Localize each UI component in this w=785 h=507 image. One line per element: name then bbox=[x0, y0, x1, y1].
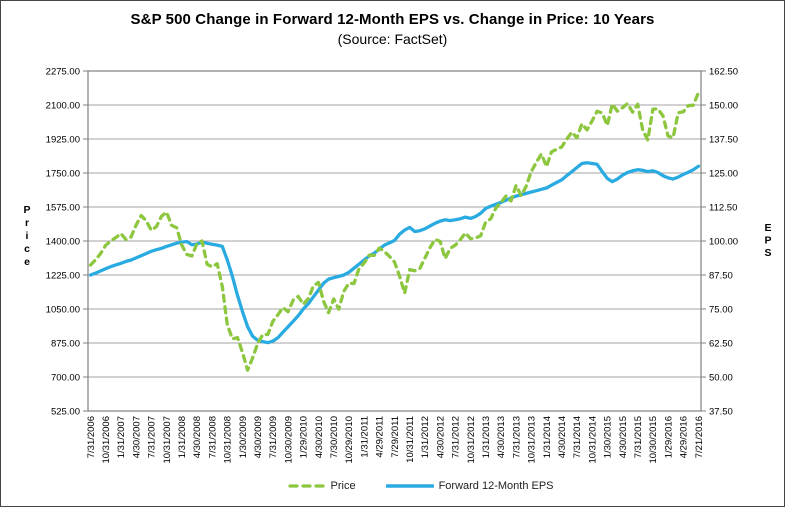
left-axis-title-letter: c bbox=[24, 243, 30, 255]
x-axis-tick-label: 4/29/2011 bbox=[375, 416, 386, 458]
right-axis-title-letter: P bbox=[764, 235, 771, 247]
left-axis-tick-label: 1750.00 bbox=[46, 168, 80, 179]
chart-subtitle: (Source: FactSet) bbox=[337, 31, 448, 47]
right-axis-title-letter: S bbox=[764, 247, 771, 259]
price-dashed-line-swatch bbox=[287, 483, 326, 489]
left-axis-title-letter: P bbox=[23, 204, 30, 216]
right-axis-tick-label: 125.00 bbox=[709, 168, 738, 179]
left-axis-tick-label: 525.00 bbox=[51, 406, 80, 417]
x-axis-tick-label: 10/31/2011 bbox=[405, 416, 416, 463]
chart-header: S&P 500 Change in Forward 12-Month EPS v… bbox=[1, 9, 784, 49]
x-axis-tick-label: 1/31/2011 bbox=[359, 416, 370, 458]
x-axis-tick-label: 1/31/2014 bbox=[542, 416, 553, 458]
left-axis-tick-label: 700.00 bbox=[51, 372, 80, 383]
x-axis-tick-label: 7/31/2013 bbox=[511, 416, 522, 458]
x-axis-tick-label: 4/29/2016 bbox=[679, 416, 690, 458]
x-axis-tick-label: 7/31/2006 bbox=[86, 416, 97, 458]
x-axis-tick-label: 10/31/2012 bbox=[466, 416, 477, 464]
legend-label-price: Price bbox=[330, 480, 356, 492]
x-axis-tick-label: 1/29/2010 bbox=[299, 416, 310, 458]
x-axis-tick-label: 7/31/2009 bbox=[268, 416, 279, 458]
x-axis-tick-label: 7/31/2014 bbox=[572, 416, 583, 458]
right-axis-tick-label: 50.00 bbox=[709, 372, 733, 383]
left-axis-tick-label: 1400.00 bbox=[46, 236, 80, 247]
eps-solid-line-swatch bbox=[385, 483, 434, 489]
right-axis-tick-label: 100.00 bbox=[709, 236, 738, 247]
right-axis-tick-label: 62.50 bbox=[709, 338, 733, 349]
left-axis-tick-label: 2100.00 bbox=[46, 100, 80, 111]
right-axis-title-letter: E bbox=[764, 222, 771, 234]
left-axis-title-letter: e bbox=[24, 256, 30, 268]
x-axis-tick-label: 10/31/2008 bbox=[223, 416, 234, 464]
x-axis-tick-label: 7/30/2010 bbox=[329, 416, 340, 458]
left-axis-tick-label: 2275.00 bbox=[46, 66, 80, 77]
right-axis-tick-label: 137.50 bbox=[709, 134, 738, 145]
chart-title: S&P 500 Change in Forward 12-Month EPS v… bbox=[130, 11, 655, 28]
left-axis-title-letter: i bbox=[26, 230, 29, 242]
x-axis-tick-label: 4/30/2008 bbox=[192, 416, 203, 458]
x-axis-tick-label: 7/31/2008 bbox=[207, 416, 218, 458]
x-axis-tick-label: 10/31/2014 bbox=[587, 416, 598, 464]
x-axis-tick-label: 1/31/2013 bbox=[481, 416, 492, 458]
x-axis-tick-label: 10/31/2007 bbox=[162, 416, 173, 464]
left-axis-tick-label: 1050.00 bbox=[46, 304, 80, 315]
left-axis-title-letter: r bbox=[25, 217, 29, 229]
x-axis-tick-label: 10/31/2006 bbox=[101, 416, 112, 464]
x-axis-tick-label: 7/31/2012 bbox=[451, 416, 462, 458]
right-axis-tick-label: 112.50 bbox=[709, 202, 737, 213]
left-axis-tick-label: 1225.00 bbox=[46, 270, 80, 281]
legend-label-eps: Forward 12-Month EPS bbox=[438, 480, 554, 492]
x-axis-tick-label: 1/30/2009 bbox=[238, 416, 249, 458]
x-axis-tick-label: 4/30/2009 bbox=[253, 416, 264, 458]
x-axis-tick-label: 10/30/2015 bbox=[648, 416, 659, 464]
plot-border bbox=[87, 70, 702, 412]
x-axis-tick-label: 7/31/2007 bbox=[147, 416, 158, 458]
x-axis-tick-label: 1/29/2016 bbox=[663, 416, 674, 458]
x-axis-tick-label: 1/30/2015 bbox=[603, 416, 614, 458]
legend: Price Forward 12-Month EPS bbox=[287, 480, 554, 492]
x-axis-tick-label: 4/30/2012 bbox=[435, 416, 446, 458]
x-axis-tick-label: 7/31/2015 bbox=[633, 416, 644, 458]
right-axis-tick-label: 75.00 bbox=[709, 304, 733, 315]
x-axis-tick-label: 1/31/2008 bbox=[177, 416, 188, 458]
x-axis-tick-label: 4/30/2007 bbox=[131, 416, 142, 458]
right-axis-tick-label: 162.50 bbox=[709, 66, 738, 77]
right-axis-tick-label: 37.50 bbox=[709, 406, 733, 417]
legend-item-price: Price bbox=[287, 480, 356, 492]
left-axis-tick-label: 1575.00 bbox=[46, 202, 80, 213]
x-axis-tick-label: 10/31/2013 bbox=[527, 416, 538, 464]
x-axis-tick-label: 4/30/2010 bbox=[314, 416, 325, 458]
x-axis-tick-label: 4/30/2013 bbox=[496, 416, 507, 458]
x-axis-tick-label: 7/21/2016 bbox=[694, 416, 705, 458]
x-axis-tick-label: 1/31/2012 bbox=[420, 416, 431, 458]
legend-item-eps: Forward 12-Month EPS bbox=[385, 480, 554, 492]
right-axis-tick-label: 150.00 bbox=[709, 100, 738, 111]
x-axis-tick-label: 10/30/2009 bbox=[283, 416, 294, 464]
eps-series-line bbox=[88, 161, 701, 345]
right-axis-tick-label: 87.50 bbox=[709, 270, 733, 281]
x-axis-tick-label: 4/30/2015 bbox=[618, 416, 629, 458]
price-series-line bbox=[88, 90, 701, 372]
x-axis-tick-label: 7/29/2011 bbox=[390, 416, 401, 458]
x-axis-tick-label: 1/31/2007 bbox=[116, 416, 127, 458]
left-axis-tick-label: 875.00 bbox=[51, 338, 80, 349]
left-axis-tick-label: 1925.00 bbox=[46, 134, 80, 145]
x-axis-tick-label: 4/30/2014 bbox=[557, 416, 568, 458]
x-axis-tick-label: 10/29/2010 bbox=[344, 416, 355, 464]
